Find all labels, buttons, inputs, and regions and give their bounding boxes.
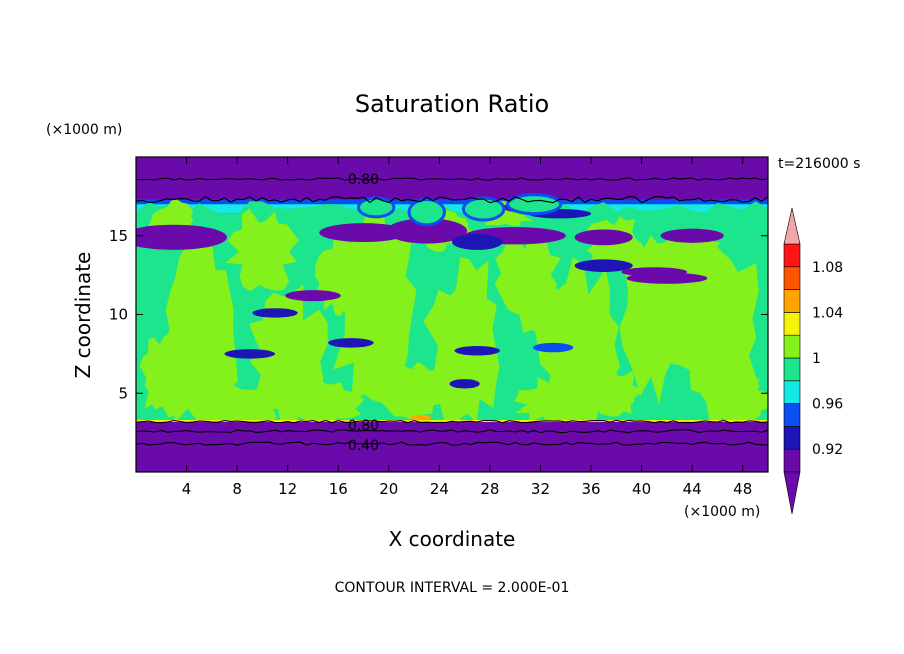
contour-labels: 0.80 0.80 0.40: [348, 172, 379, 454]
boundary-dry-layer: [136, 421, 768, 472]
dry-streak: [319, 223, 408, 243]
dry-streak: [660, 228, 724, 243]
x-tick-label: 44: [683, 480, 702, 498]
contour-line: [136, 419, 768, 424]
x-tick-label: 24: [430, 480, 449, 498]
x-axis-title: X coordinate: [389, 527, 516, 551]
y-tick-label: 10: [109, 306, 128, 324]
dry-streak: [454, 346, 501, 356]
green-region: [720, 373, 768, 427]
x-tick-label: 48: [733, 480, 752, 498]
green-region: [196, 384, 278, 429]
colorbar-over-arrow: [783, 207, 801, 245]
x-tick-label: 20: [379, 480, 398, 498]
chart-title: Saturation Ratio: [355, 90, 549, 118]
dry-streak: [574, 229, 633, 246]
colorbar-tick-label: 0.92: [812, 442, 843, 458]
x-tick-label: 12: [278, 480, 297, 498]
green-region: [225, 208, 299, 292]
cloud-base-hotspot: [411, 415, 431, 420]
green-region: [381, 361, 444, 422]
contour-line: [136, 177, 768, 181]
dry-streak: [136, 224, 227, 250]
colorbar-segment: [783, 243, 801, 268]
dry-streak: [449, 379, 480, 389]
colorbar-tick-label: 1: [812, 351, 821, 367]
colorbar-under-arrow: [783, 471, 801, 515]
x-tick-label: 40: [632, 480, 651, 498]
upper-pocket: [356, 196, 396, 219]
green-region: [333, 197, 417, 411]
x-tick-label: 8: [232, 480, 242, 498]
dry-streak: [386, 218, 468, 244]
contour-interval-note: CONTOUR INTERVAL = 2.000E-01: [335, 580, 570, 596]
colorbar-segment: [783, 357, 801, 382]
colorbar-segment: [783, 289, 801, 313]
dry-streak: [224, 349, 276, 359]
dry-streak: [328, 338, 374, 348]
colorbar-segment: [783, 312, 801, 336]
dry-streak: [574, 259, 633, 272]
x-tick-label: 32: [531, 480, 550, 498]
x-tick-label: 28: [480, 480, 499, 498]
green-region: [494, 227, 561, 336]
contour-label: 0.80: [348, 172, 379, 188]
contour-line: [136, 429, 768, 434]
x-tick-label: 36: [581, 480, 600, 498]
colorbar-segment: [783, 334, 801, 359]
green-region: [514, 376, 596, 428]
green-region: [589, 369, 641, 417]
colorbar-segment: [783, 266, 801, 290]
colorbar-segment: [783, 403, 801, 427]
contour-line: [136, 195, 768, 204]
contour-label: 0.80: [348, 418, 379, 434]
y-axis-ticks: 5 10 15: [109, 227, 768, 402]
contour-label: 0.40: [348, 438, 379, 454]
upper-cyan-band: [136, 204, 768, 214]
upper-pocket: [461, 196, 506, 222]
colorbar-tick-labels: 1.08 1.04 1 0.96 0.92: [812, 260, 843, 458]
x-tick-label: 16: [329, 480, 348, 498]
y-tick-label: 5: [118, 384, 128, 402]
time-label: t=216000 s: [778, 156, 860, 172]
colorbar-segment: [783, 380, 801, 404]
x-unit-label: (×1000 m): [684, 504, 760, 520]
green-region: [139, 333, 180, 418]
green-region: [282, 381, 365, 426]
colorbar: [783, 207, 801, 515]
y-axis-title: Z coordinate: [71, 252, 95, 379]
y-tick-label: 15: [109, 227, 128, 245]
contour-line: [136, 441, 768, 446]
x-axis-ticks: 4 8 12 16 20 24 28 32 36 40 44 48: [182, 157, 752, 498]
saturation-field: [136, 157, 768, 472]
colorbar-segment: [783, 426, 801, 450]
dry-streak: [285, 290, 341, 302]
y-unit-label: (×1000 m): [46, 122, 122, 138]
contour-lines: [136, 177, 768, 446]
colorbar-tick-label: 1.04: [812, 305, 843, 321]
colorbar-tick-label: 0.96: [812, 397, 843, 413]
dry-streak: [621, 267, 688, 277]
upper-pocket: [407, 198, 446, 227]
dry-streak: [252, 308, 298, 318]
x-tick-label: 4: [182, 480, 192, 498]
colorbar-segment: [783, 448, 801, 473]
colorbar-tick-label: 1.08: [812, 260, 843, 276]
dry-streak: [532, 342, 574, 353]
dry-streak: [452, 234, 503, 250]
upper-pocket: [506, 193, 563, 216]
